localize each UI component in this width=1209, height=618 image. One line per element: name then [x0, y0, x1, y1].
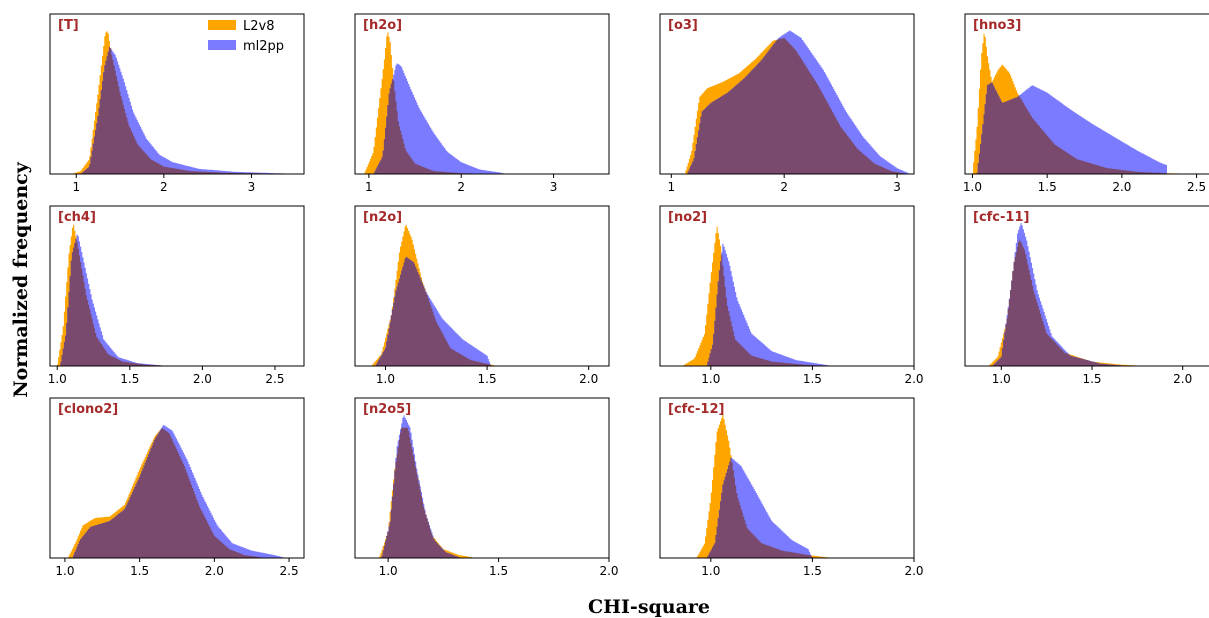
x-tick-label: 2.0 — [599, 564, 618, 578]
hist-overlap — [355, 427, 609, 558]
hist-overlap — [660, 255, 914, 366]
panel-frame — [49, 13, 305, 175]
hist-overlap — [965, 82, 1209, 174]
panel-h2o: [h2o] 1 2 3 — [354, 13, 610, 194]
hist-overlap — [355, 256, 609, 366]
panel-T: [T] 1 2 3 — [49, 13, 305, 194]
x-tick-label: 2 — [457, 180, 465, 194]
panel-frame — [659, 205, 915, 367]
hist-ml2pp — [50, 47, 304, 174]
panel-ch4: [ch4] 1.0 1.5 2.0 2.5 — [48, 205, 305, 386]
legend-swatch-ml2pp — [208, 40, 236, 50]
x-tick-label: 1.0 — [55, 564, 74, 578]
hist-ml2pp — [355, 63, 609, 174]
hist-L2v8 — [660, 226, 914, 366]
hist-overlap — [965, 239, 1209, 366]
x-tick-label: 3 — [893, 180, 901, 194]
x-tick-label: 1.5 — [478, 372, 497, 386]
x-tick-label: 2.0 — [193, 372, 212, 386]
x-tick-label: 1.5 — [803, 564, 822, 578]
panel-frame — [49, 205, 305, 367]
panel-label: [T] — [58, 18, 79, 33]
panel-n2o: [n2o] 1.0 1.5 2.0 — [354, 205, 610, 386]
x-tick-label: 3 — [550, 180, 558, 194]
panel-label: [n2o5] — [363, 402, 411, 417]
x-tick-label: 2.5 — [280, 564, 299, 578]
panel-frame — [964, 13, 1209, 175]
panel-clono2: [clono2] 1.0 1.5 2.0 2.5 — [49, 397, 305, 578]
x-tick-label: 1.0 — [376, 372, 395, 386]
x-tick-label: 1.0 — [701, 564, 720, 578]
x-tick-label: 1 — [72, 180, 80, 194]
panel-frame — [964, 205, 1209, 367]
hist-overlap — [50, 428, 304, 558]
hist-overlap — [660, 457, 914, 558]
x-axis-label: CHI-square — [587, 596, 711, 618]
x-tick-label: 1.5 — [130, 564, 149, 578]
x-tick-label: 1.5 — [120, 372, 139, 386]
x-tick-label: 1.5 — [1082, 372, 1101, 386]
x-tick-label: 1.0 — [963, 180, 982, 194]
x-tick-label: 2.0 — [1173, 372, 1192, 386]
panel-frame — [49, 397, 305, 559]
panel-frame — [659, 397, 915, 559]
panel-no2: [no2] 1.0 1.5 2.0 — [659, 205, 924, 386]
panel-label: [cfc-11] — [973, 210, 1029, 225]
x-tick-label: 2.0 — [904, 564, 923, 578]
x-tick-label: 1.5 — [803, 372, 822, 386]
panel-frame — [354, 397, 610, 559]
legend: L2v8 ml2pp — [208, 19, 284, 54]
x-tick-label: 1.0 — [701, 372, 720, 386]
hist-overlap — [355, 79, 609, 174]
panel-label: [clono2] — [58, 402, 118, 417]
hist-overlap — [50, 238, 304, 366]
panel-frame — [354, 13, 610, 175]
legend-label-ml2pp: ml2pp — [243, 39, 284, 54]
y-axis-label: Normalized frequency — [10, 162, 32, 398]
hist-ml2pp — [660, 243, 914, 366]
panel-o3: [o3] 1 2 3 — [659, 13, 915, 194]
x-tick-label: 2.0 — [205, 564, 224, 578]
x-tick-label: 1.0 — [48, 372, 67, 386]
x-tick-label: 1 — [365, 180, 373, 194]
x-tick-label: 2.0 — [904, 372, 923, 386]
panel-label: [ch4] — [58, 210, 96, 225]
legend-label-L2v8: L2v8 — [243, 19, 274, 34]
x-tick-label: 1.0 — [379, 564, 398, 578]
hist-L2v8 — [965, 239, 1209, 366]
panel-n2o5: [n2o5] 1.0 1.5 2.0 — [354, 397, 619, 578]
panel-label: [o3] — [668, 18, 698, 33]
panel-label: [hno3] — [973, 18, 1021, 33]
panel-frame — [659, 13, 915, 175]
x-tick-label: 2.5 — [1187, 180, 1206, 194]
x-tick-label: 1.0 — [992, 372, 1011, 386]
panel-cfc-12: [cfc-12] 1.0 1.5 2.0 — [659, 397, 924, 578]
panel-label: [no2] — [668, 210, 707, 225]
panel-label: [cfc-12] — [668, 402, 724, 417]
x-tick-label: 2 — [160, 180, 168, 194]
hist-ml2pp — [660, 457, 914, 558]
panel-hno3: [hno3] 1.0 1.5 2.0 2.5 — [963, 13, 1209, 194]
x-tick-label: 2 — [780, 180, 788, 194]
hist-overlap — [50, 47, 304, 174]
panel-label: [h2o] — [363, 18, 402, 33]
x-tick-label: 2.0 — [579, 372, 598, 386]
x-tick-label: 1.5 — [489, 564, 508, 578]
x-tick-label: 1.5 — [1038, 180, 1057, 194]
panel-cfc-11: [cfc-11] 1.0 1.5 2.0 — [964, 205, 1209, 386]
x-tick-label: 2.5 — [265, 372, 284, 386]
hist-overlap — [660, 37, 914, 174]
x-tick-label: 1 — [667, 180, 675, 194]
panel-frame — [354, 205, 610, 367]
panel-label: [n2o] — [363, 210, 402, 225]
x-tick-label: 3 — [248, 180, 256, 194]
legend-swatch-L2v8 — [208, 20, 236, 30]
x-tick-label: 2.0 — [1112, 180, 1131, 194]
